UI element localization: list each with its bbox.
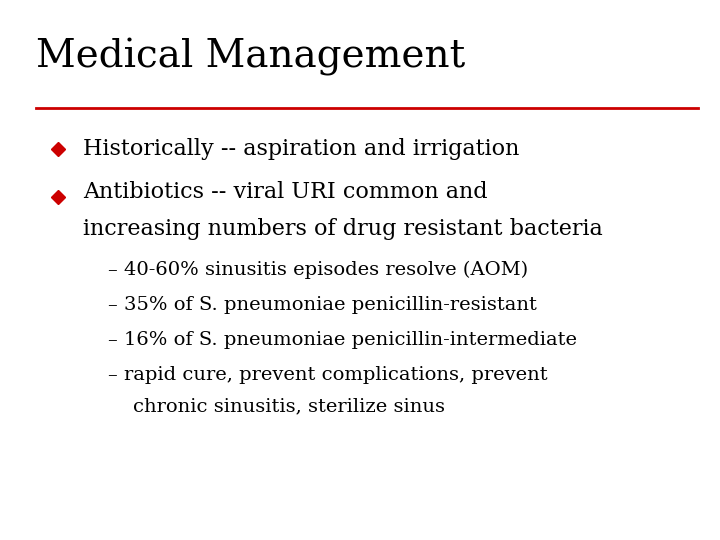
Text: Historically -- aspiration and irrigation: Historically -- aspiration and irrigatio…	[83, 138, 519, 159]
Text: – rapid cure, prevent complications, prevent: – rapid cure, prevent complications, pre…	[108, 366, 548, 384]
Text: – 16% of S. pneumoniae penicillin-intermediate: – 16% of S. pneumoniae penicillin-interm…	[108, 331, 577, 349]
Text: increasing numbers of drug resistant bacteria: increasing numbers of drug resistant bac…	[83, 219, 603, 240]
Text: – 35% of S. pneumoniae penicillin-resistant: – 35% of S. pneumoniae penicillin-resist…	[108, 296, 537, 314]
Text: chronic sinusitis, sterilize sinus: chronic sinusitis, sterilize sinus	[108, 397, 445, 415]
Text: – 40-60% sinusitis episodes resolve (AOM): – 40-60% sinusitis episodes resolve (AOM…	[108, 261, 528, 279]
Text: Antibiotics -- viral URI common and: Antibiotics -- viral URI common and	[83, 181, 487, 202]
Text: Medical Management: Medical Management	[36, 38, 465, 76]
